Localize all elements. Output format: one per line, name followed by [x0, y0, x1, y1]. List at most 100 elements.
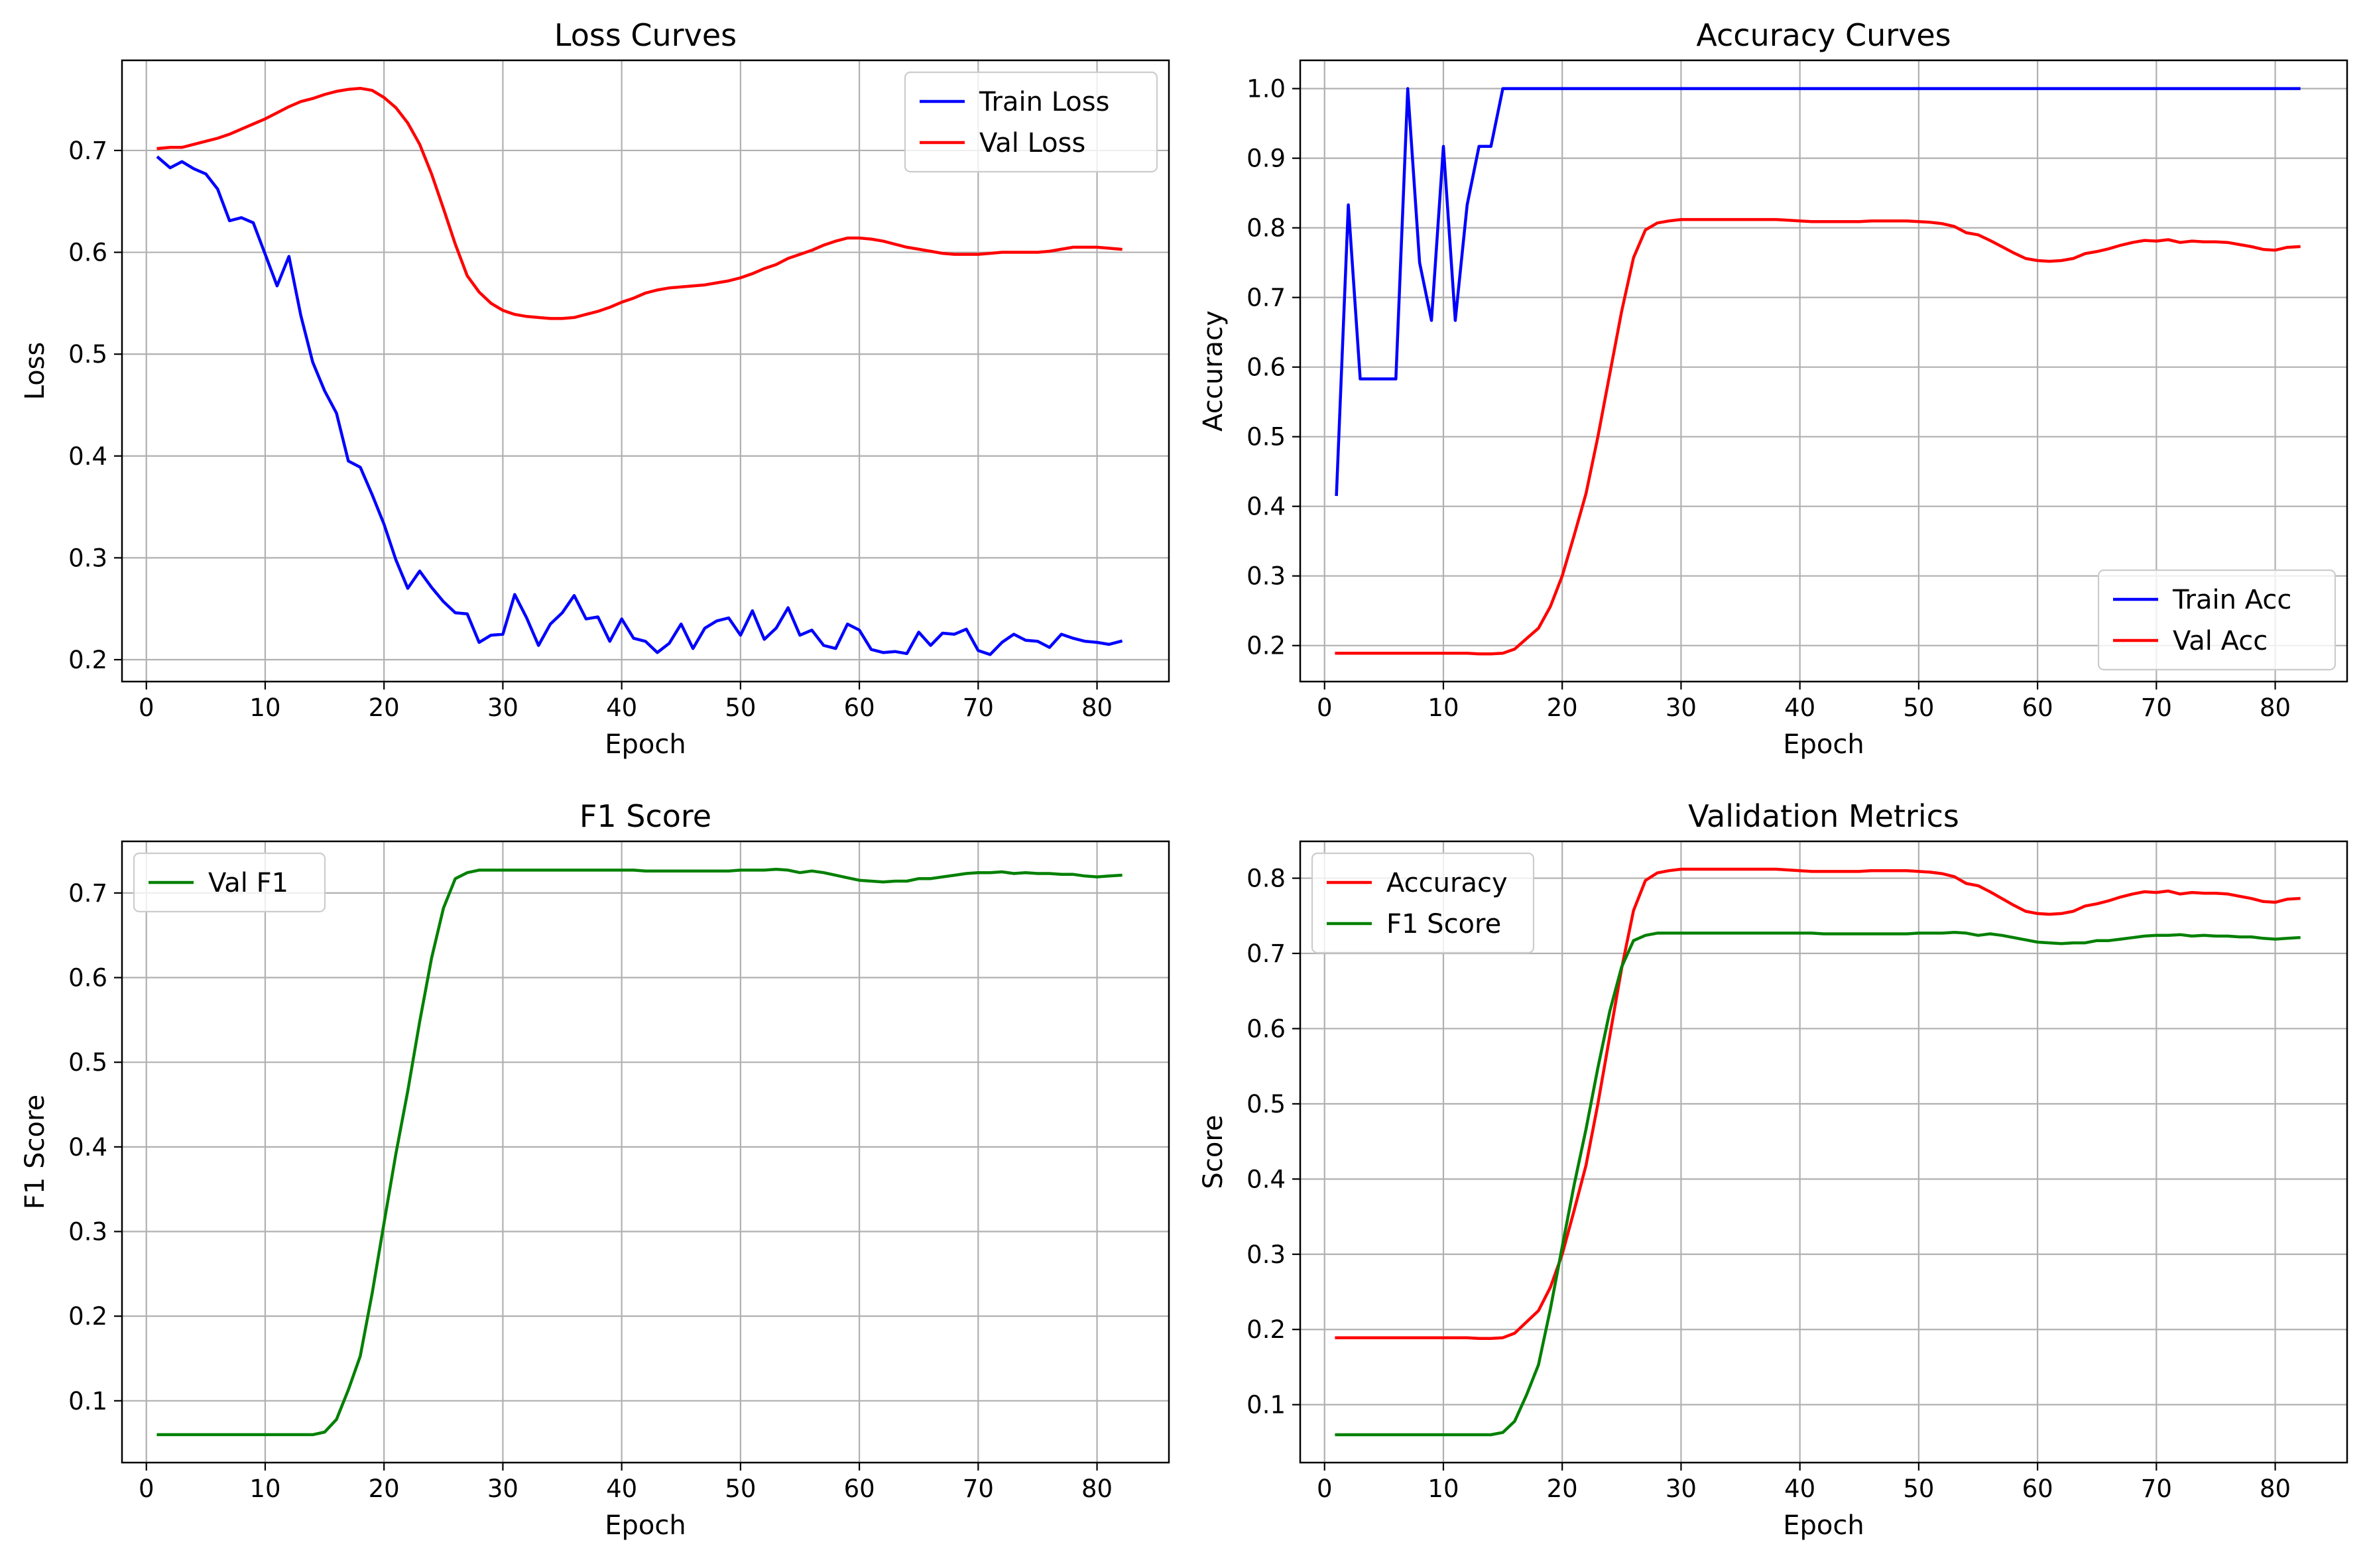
x-tick-label: 20 [369, 1475, 400, 1503]
series-line-train-loss [156, 155, 1123, 656]
y-tick-label: 0.4 [1246, 1165, 1286, 1193]
y-tick-label: 0.6 [68, 964, 107, 993]
y-tick-label: 0.6 [1246, 353, 1286, 382]
y-tick-label: 0.4 [1246, 493, 1286, 521]
legend-label: Val F1 [208, 868, 288, 898]
legend: Val F1 [133, 852, 326, 913]
y-tick-label: 0.3 [68, 1217, 107, 1246]
x-tick-label: 20 [369, 694, 400, 722]
axes-frame [1299, 840, 2348, 1464]
y-axis-label: Score [1198, 1115, 1229, 1189]
legend-label: Accuracy [1386, 868, 1508, 898]
x-axis-label: Epoch [1783, 1510, 1864, 1541]
x-axis-label: Epoch [605, 729, 686, 760]
y-axis-label: F1 Score [20, 1095, 50, 1209]
y-tick-label: 0.1 [1246, 1391, 1286, 1419]
x-tick-label: 50 [725, 1475, 756, 1503]
x-tick-label: 40 [606, 694, 637, 722]
legend-label: F1 Score [1386, 909, 1501, 939]
x-tick-label: 60 [2022, 1475, 2053, 1503]
series-line-val-acc [1335, 217, 2301, 656]
y-tick-label: 0.2 [1246, 632, 1286, 660]
legend-label: Train Loss [979, 87, 1109, 117]
x-tick-label: 80 [2260, 694, 2291, 722]
x-tick-label: 30 [487, 694, 518, 722]
x-tick-label: 0 [1317, 694, 1333, 722]
x-tick-label: 70 [2141, 1475, 2172, 1503]
x-tick-label: 40 [606, 1475, 637, 1503]
x-tick-label: 50 [1903, 694, 1934, 722]
y-tick-label: 0.7 [1246, 284, 1286, 312]
axes-frame [121, 59, 1170, 683]
subplot-3: 0 10 20 30 40 50 60 70 80 0.1 0.2 0.3 0.4 0.5 0.6 0.7 F1… [20, 798, 1170, 1541]
legend-box [1311, 852, 1535, 954]
legend: Accuracy F1 Score [1311, 852, 1535, 954]
x-tick-label: 40 [1784, 1475, 1815, 1503]
x-tick-label: 10 [249, 694, 280, 722]
x-tick-label: 60 [844, 694, 875, 722]
x-axis-label: Epoch [1783, 729, 1864, 760]
x-tick-label: 50 [1903, 1475, 1934, 1503]
legend-box [133, 852, 326, 913]
y-tick-label: 1.0 [1246, 75, 1286, 103]
x-tick-label: 60 [844, 1475, 875, 1503]
series-line-accuracy [1335, 867, 2301, 1341]
y-tick-label: 0.3 [1246, 562, 1286, 591]
x-tick-label: 0 [139, 1475, 154, 1503]
legend: Train Acc Val Acc [2097, 569, 2337, 671]
chart-title: Accuracy Curves [1696, 17, 1951, 53]
axes-frame [121, 840, 1170, 1464]
y-tick-label: 0.9 [1246, 145, 1286, 173]
x-tick-label: 30 [1666, 1475, 1697, 1503]
x-tick-label: 10 [1427, 1475, 1459, 1503]
axes-frame [1299, 59, 2348, 683]
y-tick-label: 0.4 [68, 442, 107, 471]
x-tick-label: 10 [1427, 694, 1459, 722]
x-tick-label: 30 [1666, 694, 1697, 722]
y-tick-label: 0.6 [1246, 1014, 1286, 1043]
y-tick-label: 0.2 [68, 1302, 107, 1331]
subplot-2: 0 10 20 30 40 50 60 70 80 0.2 0.3 0.4 0.5 0.6 0.7 0.8 0.… [1198, 17, 2348, 760]
legend-box [904, 71, 1158, 173]
subplot-4: 0 10 20 30 40 50 60 70 80 0.1 0.2 0.3 0.4 0.5 0.6 0.7 0.… [1198, 798, 2348, 1541]
x-tick-label: 70 [963, 694, 994, 722]
x-tick-label: 0 [1317, 1475, 1333, 1503]
y-tick-label: 0.7 [1246, 939, 1286, 968]
x-tick-label: 50 [725, 694, 756, 722]
chart-title: F1 Score [579, 798, 711, 834]
y-tick-label: 0.6 [68, 239, 107, 267]
x-axis-label: Epoch [605, 1510, 686, 1541]
legend-label: Val Loss [979, 128, 1085, 158]
legend-box [2097, 569, 2337, 671]
subplot-1: 0 10 20 30 40 50 60 70 80 0.2 0.3 0.4 0.5 0.6 0.7 Loss … [20, 17, 1170, 760]
x-tick-label: 30 [487, 1475, 518, 1503]
series-line-train-acc [1335, 87, 2301, 497]
legend-label: Train Acc [2172, 585, 2291, 615]
y-tick-label: 0.7 [68, 137, 107, 165]
x-tick-label: 70 [2141, 694, 2172, 722]
x-tick-label: 20 [1547, 1475, 1578, 1503]
y-tick-label: 0.3 [1246, 1240, 1286, 1269]
x-tick-label: 60 [2022, 694, 2053, 722]
y-tick-label: 0.5 [68, 340, 107, 369]
x-tick-label: 40 [1784, 694, 1815, 722]
y-axis-label: Loss [20, 342, 50, 400]
y-tick-label: 0.4 [68, 1133, 107, 1162]
x-tick-label: 70 [963, 1475, 994, 1503]
x-tick-label: 80 [1081, 694, 1113, 722]
y-tick-label: 0.1 [68, 1387, 107, 1416]
legend: Train Loss Val Loss [904, 71, 1158, 173]
chart-title: Validation Metrics [1688, 798, 1959, 834]
y-tick-label: 0.7 [68, 879, 107, 908]
series-line-val-f1 [156, 867, 1123, 1437]
series-line-val-loss [156, 86, 1123, 320]
x-tick-label: 10 [249, 1475, 280, 1503]
y-tick-label: 0.8 [1246, 214, 1286, 243]
chart-title: Loss Curves [554, 17, 737, 53]
y-tick-label: 0.5 [1246, 1090, 1286, 1118]
y-tick-label: 0.5 [1246, 423, 1286, 452]
x-tick-label: 80 [2260, 1475, 2291, 1503]
y-tick-label: 0.8 [1246, 865, 1286, 893]
